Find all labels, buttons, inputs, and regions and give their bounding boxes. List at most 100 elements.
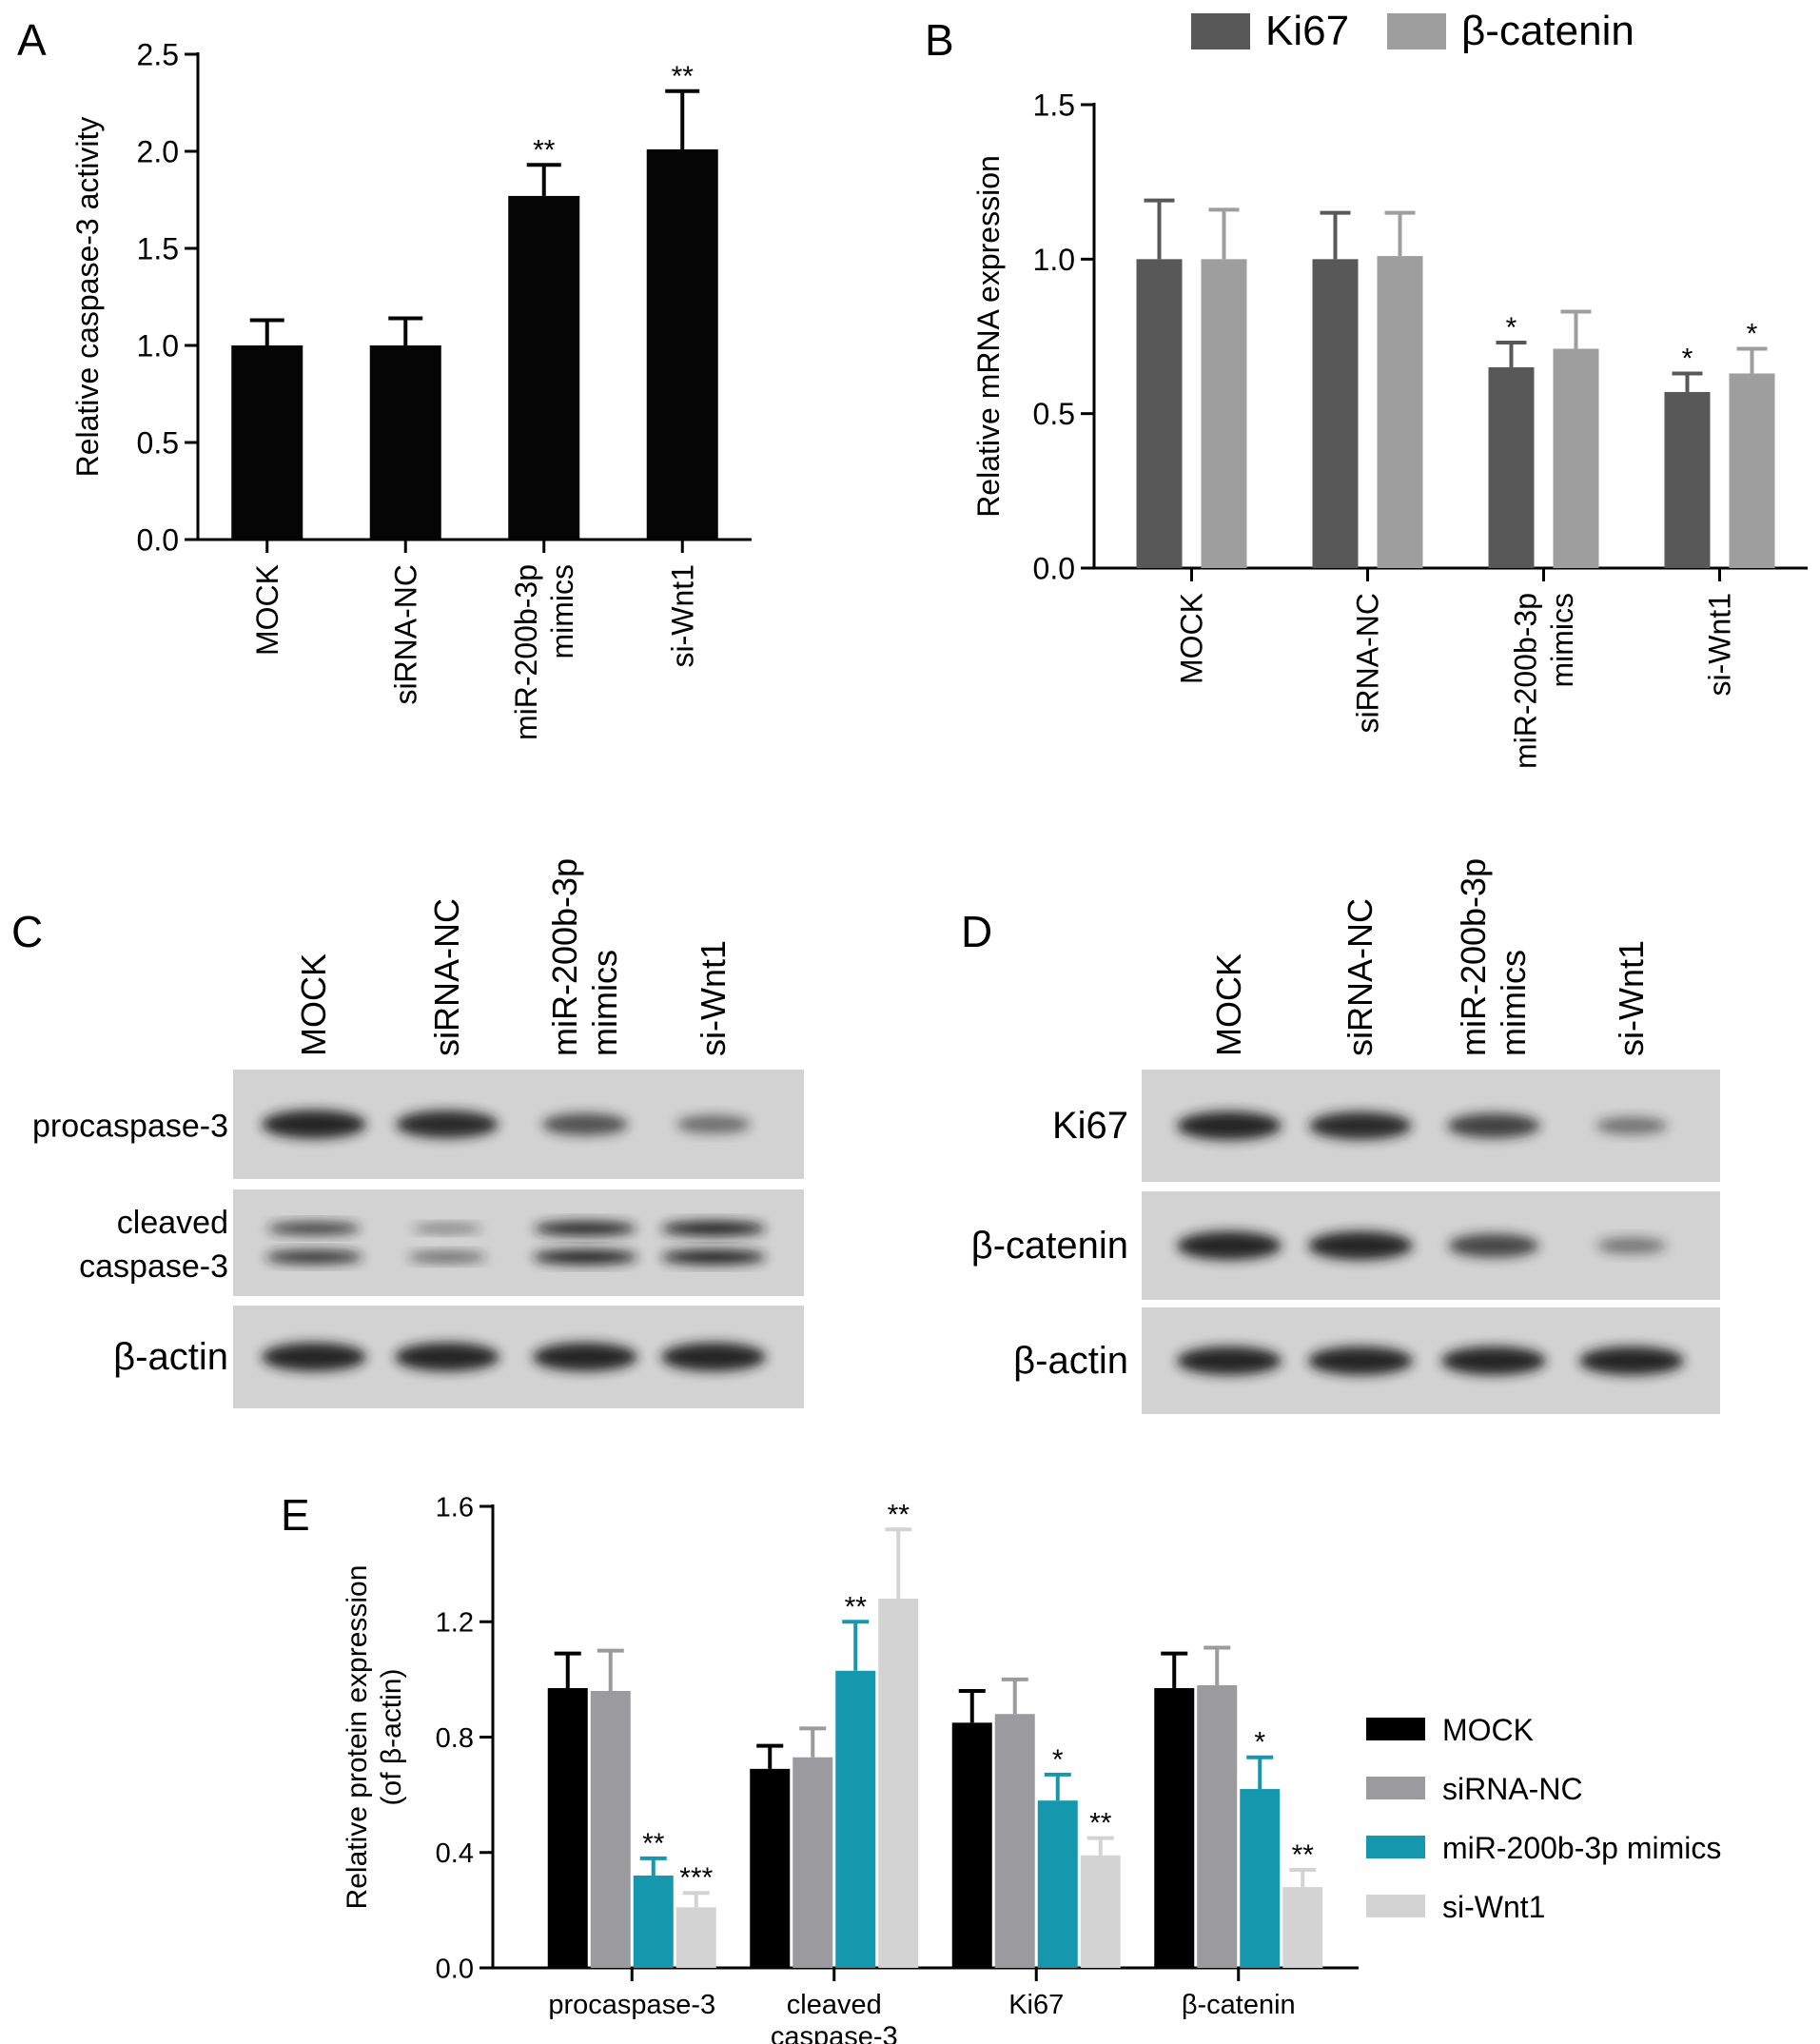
- blot-band: [541, 1112, 629, 1136]
- legend-label: Ki67: [1265, 8, 1349, 54]
- significance-marker: ***: [679, 1862, 713, 1894]
- significance-marker: *: [1254, 1727, 1265, 1759]
- lane-label: MOCK: [1209, 953, 1248, 1056]
- bar: [1136, 259, 1183, 568]
- y-tick-label: 1.5: [1033, 88, 1075, 123]
- blot-band: [661, 1343, 766, 1371]
- y-axis-label: Relative caspase-3 activity: [70, 117, 105, 478]
- bar: [547, 1687, 588, 1968]
- panel-a-letter: A: [17, 15, 47, 65]
- blot-c: MOCK siRNA-NC miR-200b-3p mimics si-Wnt1 proc…: [32, 858, 804, 1408]
- bar: [508, 195, 580, 540]
- significance-marker: **: [845, 1591, 868, 1622]
- x-tick-label: siRNA-NC: [388, 564, 422, 705]
- blot-band: [407, 1251, 487, 1263]
- x-tick-label: MOCK: [1175, 593, 1209, 684]
- legend-swatch: [1366, 1895, 1425, 1917]
- legend-swatch: [1366, 1836, 1425, 1858]
- significance-marker: *: [1506, 312, 1517, 344]
- lane-label: si-Wnt1: [1612, 940, 1651, 1056]
- lane-label: mimics: [1494, 950, 1533, 1056]
- y-tick-label: 0.0: [137, 523, 179, 558]
- lane-label: miR-200b-3p: [1454, 858, 1493, 1056]
- lane-label: siRNA-NC: [427, 898, 466, 1056]
- x-tick-label: miR-200b-3p: [1509, 593, 1543, 769]
- bar: [633, 1876, 674, 1968]
- chart-e: 0.0 0.4 0.8 1.2 1.6 Relative protein expressi…: [342, 1492, 1721, 2044]
- blot-band: [1177, 1231, 1282, 1260]
- y-tick-label: 0.5: [1033, 397, 1075, 431]
- x-tick-label: procaspase-3: [548, 1990, 715, 2020]
- x-tick-label: caspase-3: [771, 2021, 898, 2044]
- significance-marker: **: [1292, 1839, 1315, 1871]
- legend-swatch: [1366, 1777, 1425, 1799]
- legend-label: β-catenin: [1461, 8, 1634, 54]
- bar: [1553, 348, 1599, 568]
- x-tick-label: siRNA-NC: [1351, 593, 1385, 734]
- bar: [951, 1722, 992, 1968]
- bar: [1154, 1687, 1195, 1968]
- blot-band: [534, 1221, 636, 1236]
- blot-band: [1177, 1346, 1282, 1375]
- y-tick-label: 0.4: [436, 1838, 474, 1869]
- bar: [675, 1907, 716, 1968]
- blot-band: [395, 1343, 499, 1371]
- bar: [994, 1714, 1035, 1968]
- blot-band: [533, 1249, 637, 1265]
- legend-swatch: [1387, 13, 1446, 49]
- blot-band: [267, 1222, 361, 1235]
- blot-band: [1309, 1111, 1412, 1140]
- y-axis-label: Relative protein expression: [342, 1565, 373, 1910]
- x-tick-label: Ki67: [1008, 1990, 1064, 2020]
- legend-label: miR-200b-3p mimics: [1442, 1831, 1721, 1865]
- bar: [1312, 259, 1359, 568]
- blot-row-label: β-catenin: [971, 1225, 1128, 1267]
- bar: [590, 1691, 631, 1968]
- blot-row-label: cleaved: [117, 1205, 228, 1241]
- panel-d-letter: D: [961, 907, 992, 956]
- y-tick-label: 1.0: [137, 329, 179, 364]
- bar: [1240, 1789, 1281, 1968]
- x-tick-label: mimics: [545, 564, 579, 659]
- bar: [835, 1670, 876, 1968]
- blot-band: [533, 1343, 637, 1371]
- bar: [1664, 391, 1711, 568]
- y-tick-label: 0.8: [436, 1723, 474, 1754]
- blot-band: [1448, 1233, 1539, 1258]
- chart-a: 0.0 0.5 1.0 1.5 2.0 2.5 Relative caspase-3 act…: [70, 38, 752, 740]
- blot-band: [262, 1110, 366, 1139]
- y-tick-label: 0.5: [137, 426, 179, 461]
- blot-band: [1308, 1346, 1413, 1375]
- panel-b-letter: B: [925, 15, 954, 65]
- legend-swatch: [1366, 1718, 1425, 1740]
- bar: [1488, 366, 1535, 568]
- blot-row-label: β-actin: [1013, 1340, 1128, 1382]
- bar: [878, 1599, 919, 1968]
- significance-marker: **: [888, 1499, 910, 1530]
- bar: [231, 345, 303, 540]
- legend-label: si-Wnt1: [1442, 1890, 1545, 1924]
- chart-b: 0.0 0.5 1.0 1.5 Relative mRNA expression MOCK…: [971, 8, 1808, 769]
- panel-c-letter: C: [11, 907, 43, 956]
- bar: [1377, 256, 1423, 568]
- x-tick-label: cleaved: [787, 1990, 882, 2020]
- x-tick-label: miR-200b-3p: [509, 564, 543, 740]
- bar: [1197, 1684, 1238, 1968]
- bar: [1080, 1855, 1121, 1968]
- blot-band: [661, 1249, 766, 1265]
- blot-row-label: procaspase-3: [32, 1109, 228, 1145]
- significance-marker: *: [1052, 1744, 1064, 1776]
- y-axis-label-2: (of β-actin): [376, 1669, 407, 1806]
- x-tick-label: β-catenin: [1182, 1990, 1296, 2020]
- blot-band: [661, 1221, 766, 1236]
- blot-band: [262, 1343, 366, 1371]
- y-axis-label: Relative mRNA expression: [971, 155, 1006, 518]
- x-tick-label: si-Wnt1: [1703, 593, 1737, 696]
- blot-band: [676, 1114, 751, 1134]
- lane-label: si-Wnt1: [694, 940, 733, 1056]
- bar: [1037, 1800, 1078, 1968]
- blot-band: [1177, 1111, 1282, 1140]
- blot-d: MOCK siRNA-NC miR-200b-3p mimics si-Wnt1 Ki67…: [971, 858, 1720, 1414]
- blot-band: [1308, 1231, 1413, 1260]
